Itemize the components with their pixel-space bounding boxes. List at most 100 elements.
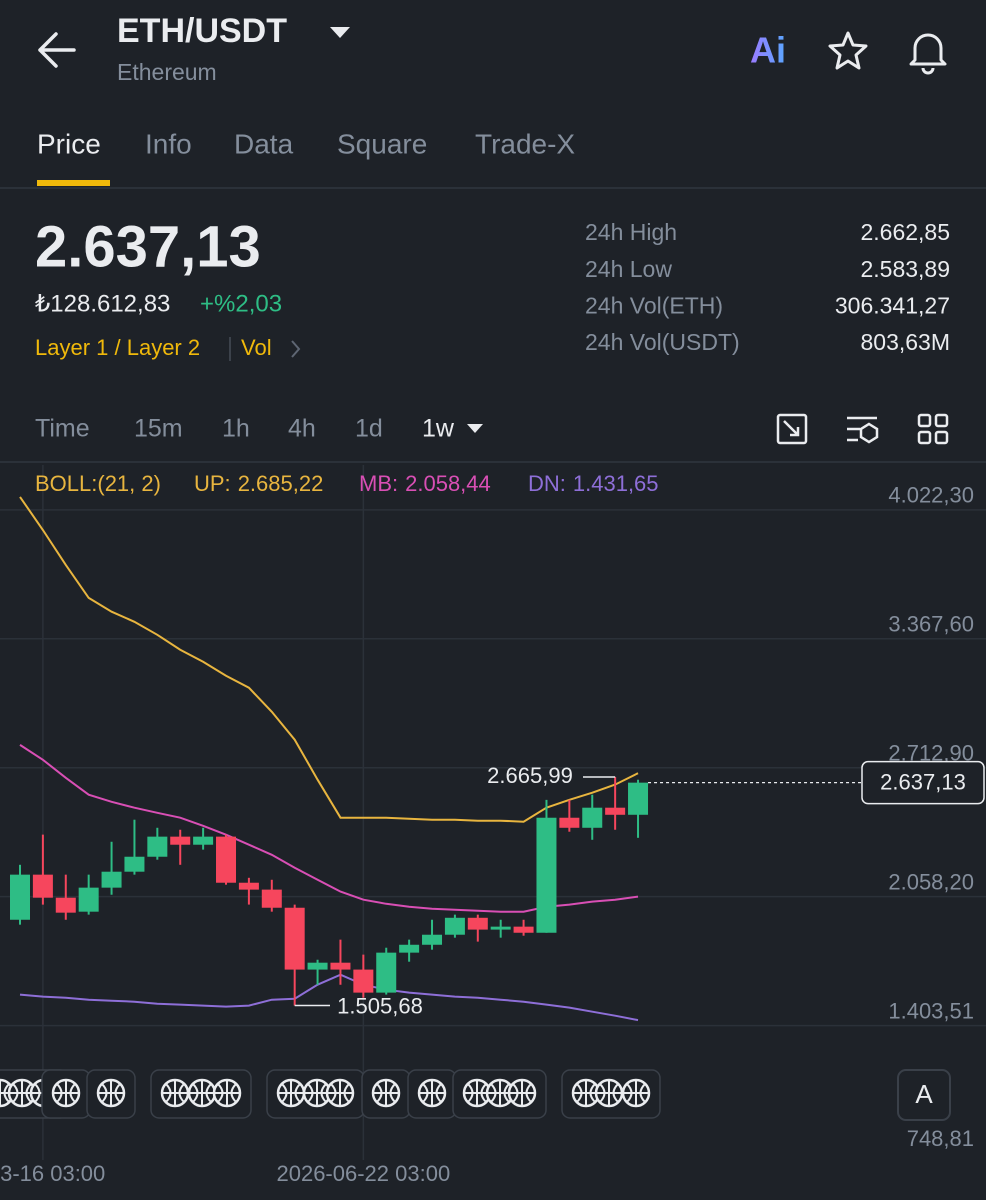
y-tick-label: 4.022,30 (888, 483, 974, 508)
event-icon-globe (623, 1080, 649, 1106)
tab[interactable]: Square (337, 128, 427, 159)
candle-body (628, 782, 649, 815)
drawing-tool[interactable] (776, 413, 808, 445)
candle-body (10, 874, 30, 920)
tab[interactable]: Data (234, 128, 294, 159)
legend-value: 2.685,22 (238, 471, 324, 496)
legend-entry: MB: 2.058,44 (359, 471, 491, 496)
candle-body (353, 969, 374, 993)
interval[interactable]: 15m (134, 415, 183, 443)
y-tick-label: 3.367,60 (888, 612, 974, 637)
tab[interactable]: Price (37, 128, 101, 159)
interval[interactable]: 1d (355, 415, 383, 443)
legend-value: 1.431,65 (573, 471, 659, 496)
layout-tool[interactable] (917, 413, 932, 428)
event-icon-globe (189, 1080, 215, 1106)
drawing-tool-arrow (783, 420, 800, 437)
tab[interactable]: Info (145, 128, 192, 159)
tag[interactable]: Layer 1 / Layer 2 (35, 335, 200, 360)
candle-body (399, 944, 420, 953)
event-icon-globe (487, 1080, 513, 1106)
layout-tool (934, 430, 949, 445)
pair-dropdown[interactable] (330, 27, 350, 38)
candle-body (513, 926, 534, 933)
candle-body (605, 807, 626, 815)
auto-button[interactable] (897, 1069, 951, 1121)
tab[interactable]: Trade-X (475, 128, 575, 159)
candle-body (536, 817, 557, 933)
candle-body (284, 907, 305, 970)
tab-indicator (37, 180, 110, 186)
candle-body (490, 926, 511, 930)
ai-button[interactable]: Ai (750, 30, 786, 71)
candle-body (193, 836, 214, 845)
candle-body (170, 836, 191, 845)
volume-tick-label: 748,81 (907, 1126, 974, 1151)
alert-button[interactable] (909, 33, 947, 75)
event-icon-globe (373, 1080, 399, 1106)
favorite-button[interactable] (828, 31, 868, 70)
legend-entry: UP: 2.685,22 (194, 471, 323, 496)
layout-tool (917, 430, 932, 445)
event-icon-globe (304, 1080, 330, 1106)
indicator-tool-hex (859, 422, 879, 444)
x-tick-label: -03-16 03:00 (0, 1161, 105, 1186)
event-icon-globe (464, 1080, 490, 1106)
event-icon-globe (327, 1080, 353, 1106)
y-tick-label: 2.058,20 (888, 869, 974, 894)
event-icon-globe (419, 1080, 445, 1106)
back-button[interactable] (38, 32, 76, 68)
interval[interactable]: 4h (288, 415, 316, 443)
interval[interactable]: 1h (222, 415, 250, 443)
x-tick-label: 2026-06-22 03:00 (276, 1161, 450, 1186)
event-icon-globe (573, 1080, 599, 1106)
candle-body (582, 807, 603, 828)
candle-body (101, 871, 122, 888)
toolbar (776, 413, 949, 445)
y-tick-label: 1.403,51 (888, 998, 974, 1023)
candle-body (444, 917, 465, 935)
price-change: +%2,03 (200, 290, 282, 317)
interval[interactable]: Time (35, 415, 90, 443)
candle-body (467, 917, 488, 930)
interval[interactable]: 1w (422, 415, 455, 443)
event-icon-globe (98, 1080, 124, 1106)
candle-body (261, 889, 282, 908)
candle-body (559, 817, 580, 828)
stat-label: 24h Vol(ETH) (585, 292, 723, 318)
event-icon-globe (162, 1080, 188, 1106)
candle-body (307, 962, 328, 970)
candle-body (422, 934, 443, 945)
high-marker-label: 2.665,99 (487, 763, 573, 788)
event-icon-globe (278, 1080, 304, 1106)
event-icon-globe (214, 1080, 240, 1106)
boll-line (19, 744, 639, 913)
indicator-label: BOLL:(21, 2) (35, 471, 161, 496)
event-icon-globe (9, 1080, 35, 1106)
tag[interactable]: Vol (241, 335, 272, 360)
fiat-price: ₺128.612,83 (35, 290, 170, 317)
interval-dropdown[interactable] (467, 424, 483, 433)
candle-body (32, 874, 53, 898)
candle-body (216, 836, 237, 883)
candle-body (376, 952, 397, 993)
last-price-tag (861, 760, 985, 805)
pair-title[interactable]: ETH/USDT (117, 12, 287, 50)
event-icon-globe (509, 1080, 535, 1106)
legend-value: 2.058,44 (405, 471, 491, 496)
low-marker-label: 1.505,68 (337, 993, 423, 1018)
stat-label: 24h High (585, 219, 677, 245)
layout-tool (934, 413, 949, 428)
candle-body (78, 887, 99, 912)
stat-value: 306.341,27 (835, 292, 950, 318)
chevron (291, 340, 301, 358)
pair-subtitle: Ethereum (117, 59, 217, 85)
candle-body (147, 836, 168, 857)
last-price-label: 2.637,13 (880, 769, 966, 794)
boll-line (19, 496, 639, 823)
indicator-tool[interactable] (847, 416, 877, 442)
legend-name: UP: (194, 471, 231, 496)
stat-value: 803,63M (860, 329, 950, 355)
